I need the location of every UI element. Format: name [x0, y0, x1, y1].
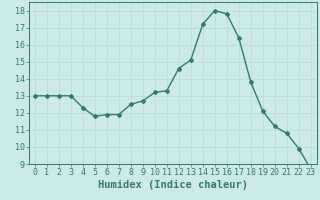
X-axis label: Humidex (Indice chaleur): Humidex (Indice chaleur) — [98, 180, 248, 190]
